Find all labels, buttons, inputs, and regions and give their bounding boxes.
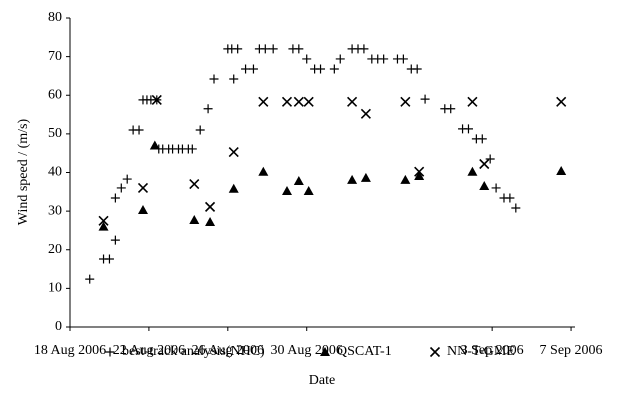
y-tick-label: 70 xyxy=(48,49,62,64)
point xyxy=(258,96,269,107)
x-tick-label: 7 Sep 2006 xyxy=(540,343,603,358)
point xyxy=(209,74,219,84)
point xyxy=(258,166,269,176)
point xyxy=(233,44,243,54)
point xyxy=(151,94,162,105)
x-tick-label: 30 Aug 2006 xyxy=(271,343,343,358)
point xyxy=(116,183,126,193)
y-tick-label: 40 xyxy=(48,165,62,180)
point xyxy=(477,134,487,144)
point xyxy=(195,125,205,135)
point xyxy=(400,174,411,184)
point xyxy=(379,54,389,64)
point xyxy=(122,174,132,184)
point xyxy=(398,54,408,64)
point xyxy=(189,215,200,225)
point xyxy=(98,215,109,226)
point xyxy=(360,108,371,119)
y-axis-label: Wind speed / (m/s) xyxy=(16,118,31,225)
legend-label: NN-T-GME xyxy=(447,344,515,359)
point xyxy=(412,64,422,74)
y-tick-label: 30 xyxy=(48,203,62,218)
point xyxy=(302,54,312,64)
point xyxy=(137,182,149,194)
point xyxy=(110,235,120,245)
point xyxy=(414,170,425,180)
point xyxy=(229,74,239,84)
point xyxy=(260,44,270,54)
point xyxy=(134,125,144,135)
point xyxy=(204,201,216,212)
point xyxy=(556,165,567,175)
point xyxy=(294,44,304,54)
point xyxy=(360,172,371,182)
legend-marker xyxy=(429,346,441,358)
point xyxy=(329,64,339,74)
point xyxy=(98,221,109,231)
x-tick-label: 26 Aug 2006 xyxy=(192,343,264,358)
point xyxy=(187,144,197,154)
point xyxy=(446,104,456,114)
point xyxy=(479,158,490,170)
legend-marker xyxy=(320,347,330,356)
point xyxy=(359,44,369,54)
y-tick-label: 0 xyxy=(55,319,62,334)
point xyxy=(203,104,213,114)
point xyxy=(281,96,293,107)
point xyxy=(556,96,567,107)
point xyxy=(491,183,501,193)
point xyxy=(110,193,120,203)
point xyxy=(189,179,200,190)
x-tick-label: 22 Aug 2006 xyxy=(113,343,185,358)
y-tick-label: 50 xyxy=(48,126,62,141)
point xyxy=(463,124,473,134)
point xyxy=(414,166,425,177)
point xyxy=(85,274,95,284)
point xyxy=(268,44,278,54)
y-tick-label: 20 xyxy=(48,242,62,257)
point xyxy=(485,154,495,164)
point xyxy=(303,186,314,196)
point xyxy=(316,64,326,74)
point xyxy=(420,94,430,104)
point xyxy=(228,183,239,193)
point xyxy=(347,174,358,184)
point xyxy=(248,64,258,74)
y-tick-label: 60 xyxy=(48,87,62,102)
point xyxy=(347,96,358,107)
point xyxy=(505,193,515,203)
point xyxy=(228,146,239,158)
point xyxy=(104,254,114,264)
point xyxy=(241,64,251,74)
point xyxy=(511,203,521,213)
legend-marker xyxy=(105,347,115,357)
point xyxy=(479,181,490,191)
x-tick-label: 18 Aug 2006 xyxy=(34,343,106,358)
point xyxy=(293,96,304,107)
point xyxy=(400,96,411,107)
point xyxy=(149,140,160,150)
legend-label: best-track analysis(NHC) xyxy=(122,344,265,359)
point xyxy=(335,54,345,64)
point xyxy=(303,96,314,107)
point xyxy=(467,96,478,107)
point xyxy=(137,204,148,214)
point xyxy=(205,216,216,226)
y-tick-label: 10 xyxy=(48,281,62,296)
point xyxy=(467,166,478,176)
x-axis-label: Date xyxy=(309,373,335,388)
point xyxy=(281,186,292,196)
legend-label: QSCAT-1 xyxy=(337,344,392,359)
y-tick-label: 80 xyxy=(48,10,62,25)
point xyxy=(293,175,304,185)
x-tick-label: 3 Sep 2006 xyxy=(461,343,524,358)
